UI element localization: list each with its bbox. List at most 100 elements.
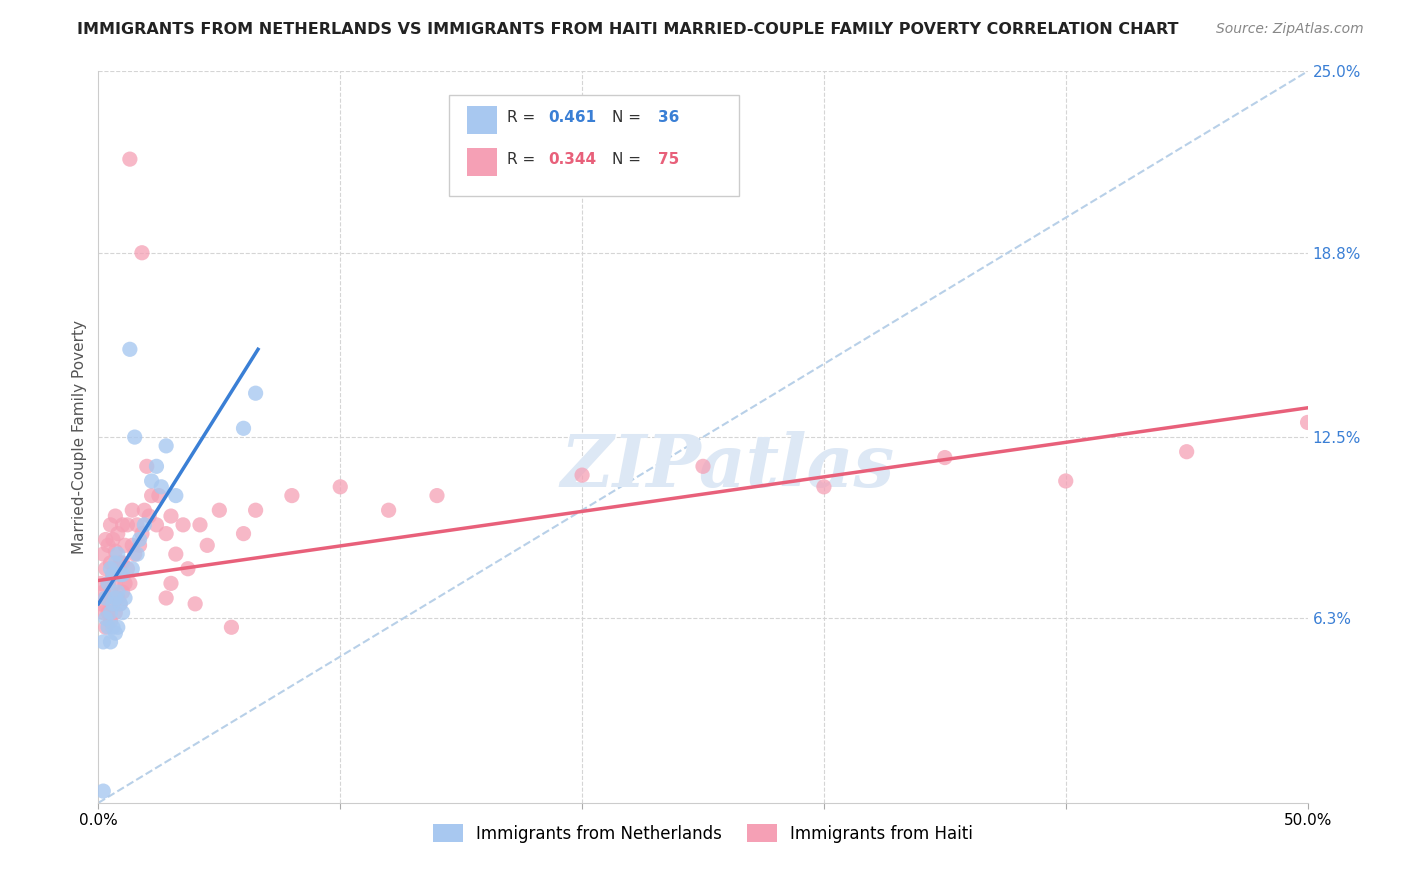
Point: [184, 597, 207, 611]
Point: [108, 556, 131, 570]
Point: [101, 597, 124, 611]
Point: [135, 459, 157, 474]
Point: [107, 547, 129, 561]
Text: 36: 36: [658, 110, 679, 125]
Point: [107, 591, 129, 605]
Point: [155, 591, 177, 605]
Point: [121, 538, 143, 552]
Point: [118, 576, 141, 591]
Point: [195, 538, 218, 552]
Point: [111, 585, 134, 599]
Point: [1175, 444, 1198, 458]
Point: [107, 562, 129, 576]
Point: [97, 576, 120, 591]
Text: 0.461: 0.461: [548, 110, 596, 125]
Point: [91, 606, 114, 620]
Point: [91, 547, 114, 561]
Y-axis label: Married-Couple Family Poverty: Married-Couple Family Poverty: [72, 320, 87, 554]
Legend: Immigrants from Netherlands, Immigrants from Haiti: Immigrants from Netherlands, Immigrants …: [426, 818, 980, 849]
Point: [94, 611, 117, 625]
Point: [281, 489, 304, 503]
Point: [104, 509, 127, 524]
Point: [188, 517, 211, 532]
Point: [165, 489, 187, 503]
Point: [111, 567, 134, 582]
Point: [145, 517, 167, 532]
Point: [90, 576, 112, 591]
Text: R =: R =: [508, 110, 540, 125]
Point: [100, 635, 122, 649]
Point: [104, 544, 127, 558]
Point: [108, 597, 131, 611]
Point: [329, 480, 352, 494]
Text: IMMIGRANTS FROM NETHERLANDS VS IMMIGRANTS FROM HAITI MARRIED-COUPLE FAMILY POVER: IMMIGRANTS FROM NETHERLANDS VS IMMIGRANT…: [77, 22, 1178, 37]
Point: [107, 620, 129, 634]
Point: [145, 459, 167, 474]
Point: [111, 556, 134, 570]
Point: [101, 620, 124, 634]
Point: [208, 503, 231, 517]
Point: [221, 620, 243, 634]
Point: [165, 547, 187, 561]
Point: [104, 556, 127, 570]
Point: [97, 620, 120, 634]
Point: [97, 538, 120, 552]
Point: [1296, 416, 1319, 430]
Point: [100, 562, 122, 576]
Point: [134, 503, 156, 517]
Text: R =: R =: [508, 153, 540, 168]
Point: [94, 562, 117, 576]
Point: [104, 606, 127, 620]
Point: [426, 489, 449, 503]
Point: [131, 245, 153, 260]
Point: [377, 503, 399, 517]
Point: [160, 509, 183, 524]
Point: [571, 468, 593, 483]
Point: [134, 517, 156, 532]
Point: [104, 591, 127, 605]
Point: [114, 576, 136, 591]
Point: [90, 597, 112, 611]
Point: [232, 526, 254, 541]
Point: [124, 547, 146, 561]
Point: [101, 567, 124, 582]
Point: [101, 533, 124, 547]
Point: [91, 635, 114, 649]
Point: [124, 430, 146, 444]
Point: [121, 562, 143, 576]
Point: [108, 597, 131, 611]
Point: [107, 585, 129, 599]
FancyBboxPatch shape: [449, 95, 740, 195]
Point: [150, 480, 173, 494]
Point: [100, 615, 122, 629]
Point: [117, 517, 139, 532]
Text: ZIPatlas: ZIPatlas: [560, 431, 894, 502]
Point: [100, 585, 122, 599]
Point: [245, 503, 267, 517]
Point: [97, 606, 120, 620]
Point: [100, 606, 122, 620]
Point: [97, 576, 120, 591]
Point: [127, 547, 149, 561]
Point: [114, 591, 136, 605]
Point: [111, 517, 134, 532]
Point: [127, 517, 149, 532]
FancyBboxPatch shape: [467, 106, 498, 134]
Point: [121, 503, 143, 517]
Text: 0.344: 0.344: [548, 153, 596, 168]
Point: [245, 386, 267, 401]
Point: [101, 567, 124, 582]
Point: [94, 620, 117, 634]
Point: [117, 562, 139, 576]
Point: [100, 517, 122, 532]
Point: [94, 591, 117, 605]
Point: [114, 538, 136, 552]
Point: [148, 489, 170, 503]
Text: Source: ZipAtlas.com: Source: ZipAtlas.com: [1216, 22, 1364, 37]
Point: [141, 474, 163, 488]
Text: N =: N =: [613, 110, 647, 125]
Point: [118, 152, 141, 166]
Point: [94, 591, 117, 605]
Point: [104, 626, 127, 640]
Text: 75: 75: [658, 153, 679, 168]
